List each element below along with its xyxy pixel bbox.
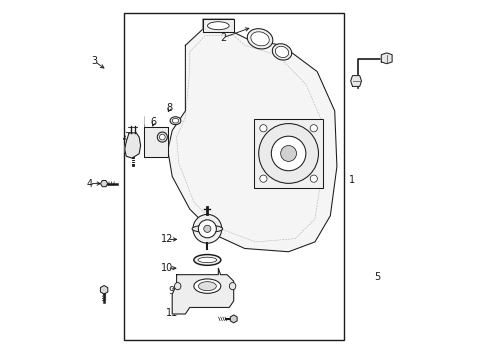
Text: 9: 9 <box>168 286 175 296</box>
Ellipse shape <box>275 46 288 58</box>
Polygon shape <box>124 133 141 158</box>
Ellipse shape <box>250 32 269 46</box>
Ellipse shape <box>272 44 291 60</box>
Polygon shape <box>230 315 237 323</box>
Circle shape <box>203 225 210 233</box>
Bar <box>123 13 343 340</box>
Polygon shape <box>100 285 108 294</box>
Circle shape <box>198 220 216 238</box>
Polygon shape <box>381 53 391 64</box>
Ellipse shape <box>193 255 221 265</box>
Text: 10: 10 <box>161 263 173 273</box>
Text: 12: 12 <box>161 234 173 244</box>
Circle shape <box>258 123 318 183</box>
Ellipse shape <box>193 279 221 293</box>
Circle shape <box>309 175 317 182</box>
Circle shape <box>271 136 305 171</box>
Text: 11: 11 <box>165 308 178 318</box>
Ellipse shape <box>174 283 181 290</box>
Text: 6: 6 <box>150 117 157 127</box>
Ellipse shape <box>207 22 229 30</box>
Ellipse shape <box>170 117 181 125</box>
Text: 5: 5 <box>374 272 380 282</box>
Circle shape <box>259 175 266 182</box>
FancyBboxPatch shape <box>254 119 322 188</box>
Polygon shape <box>143 127 167 157</box>
Circle shape <box>259 125 266 132</box>
Text: 8: 8 <box>166 103 172 113</box>
Text: 1: 1 <box>349 175 355 185</box>
Polygon shape <box>101 180 107 187</box>
Ellipse shape <box>198 282 216 291</box>
Ellipse shape <box>247 29 272 49</box>
Polygon shape <box>350 76 361 86</box>
Ellipse shape <box>172 118 179 123</box>
Ellipse shape <box>198 257 216 263</box>
Ellipse shape <box>229 283 235 290</box>
Text: 4: 4 <box>86 179 93 189</box>
Ellipse shape <box>159 134 165 140</box>
Ellipse shape <box>192 225 222 233</box>
Circle shape <box>280 145 296 161</box>
Text: 2: 2 <box>219 33 225 43</box>
Polygon shape <box>167 19 336 252</box>
Circle shape <box>309 125 317 132</box>
Ellipse shape <box>157 132 167 142</box>
Circle shape <box>193 215 221 243</box>
Text: 3: 3 <box>91 56 97 66</box>
Polygon shape <box>203 19 233 32</box>
Text: 7: 7 <box>124 132 130 142</box>
Polygon shape <box>172 268 233 314</box>
